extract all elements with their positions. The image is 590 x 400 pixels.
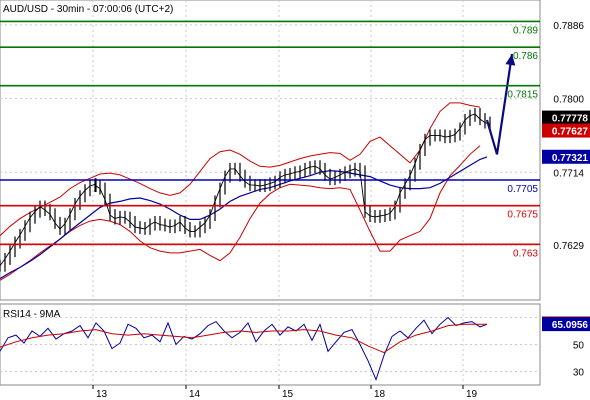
bollinger-band-upper	[0, 102, 481, 237]
price-y-tick-label: 0.7629	[553, 241, 584, 252]
level-label-support: 0.7675	[507, 210, 538, 221]
level-label-resistance: 0.7815	[507, 90, 538, 101]
moving-average-line	[0, 156, 488, 280]
rsi-y-tick-label: 50	[573, 341, 585, 352]
rsi-y-tick-label: 30	[573, 368, 585, 379]
price-badge-label: 0.77778	[552, 114, 589, 125]
rsi-line	[0, 316, 488, 382]
rsi-badge-box	[542, 317, 590, 332]
axes-group: 0.7886 0.7800 0.7714 0.7629 13 14 15 18 19 50 30	[92, 21, 585, 400]
price-badge-label: 0.77627	[552, 127, 589, 138]
x-tick-label: 15	[282, 389, 294, 400]
grid	[0, 0, 540, 385]
x-tick-label: 14	[189, 389, 201, 400]
rsi-badge-label: 65.0956	[552, 320, 589, 331]
price-y-tick-label: 0.7800	[553, 95, 584, 106]
rsi-ma-line	[0, 323, 487, 354]
projection-arrow-line	[485, 53, 514, 155]
level-label-resistance: 0.789	[513, 25, 538, 36]
price-y-tick-label: 0.7886	[553, 21, 584, 32]
level-label-resistance: 0.786	[513, 51, 538, 62]
price-panel-frame	[0, 0, 541, 301]
price-badge-label: 0.77321	[552, 153, 589, 164]
levels-group: 0.789 0.786 0.7815 0.7705 0.7675 0.763	[0, 20, 540, 259]
indicator-title: RSI14 - 9MA	[3, 309, 61, 320]
bollinger-band-lower	[0, 145, 481, 281]
projection-arrow-head	[505, 54, 516, 66]
x-tick-label: 18	[374, 389, 386, 400]
x-tick-label: 13	[96, 389, 108, 400]
price-panel	[0, 0, 541, 301]
price-badge-box	[542, 123, 590, 138]
chart-title: AUD/USD - 30min - 07:00:06 (UTC+2)	[3, 4, 173, 15]
rsi-series-group	[0, 316, 488, 382]
price-y-tick-label: 0.7714	[553, 168, 584, 179]
level-label-pivot: 0.7705	[507, 184, 538, 195]
price-badge-box	[542, 110, 590, 125]
x-tick-label: 19	[466, 389, 478, 400]
price-badge-box	[542, 149, 590, 164]
level-label-support: 0.763	[513, 248, 538, 259]
